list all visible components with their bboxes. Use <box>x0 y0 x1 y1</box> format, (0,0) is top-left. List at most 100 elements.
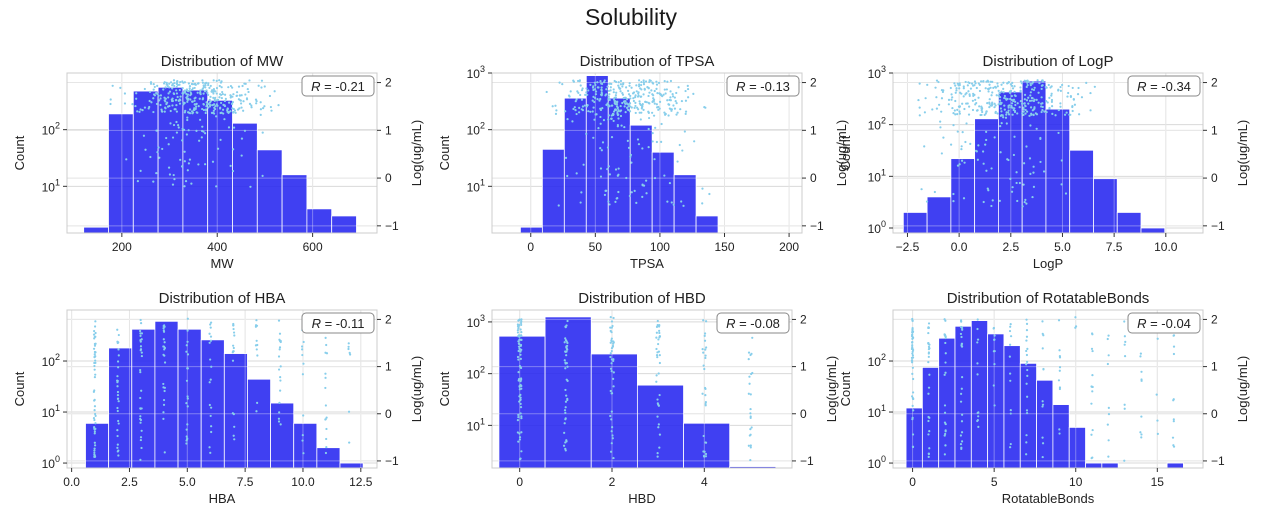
scatter-point <box>141 108 144 112</box>
scatter-point <box>93 398 96 402</box>
scatter-point <box>187 97 190 100</box>
scatter-point <box>210 430 213 434</box>
scatter-point <box>1029 91 1032 94</box>
scatter-point <box>1024 112 1027 115</box>
scatter-point <box>211 160 215 163</box>
scatter-point <box>666 80 669 83</box>
scatter-point <box>1032 88 1036 92</box>
scatter-point <box>655 87 658 90</box>
scatter-point <box>749 458 752 462</box>
scatter-point <box>704 400 707 404</box>
scatter-point <box>185 435 188 438</box>
y-tick-label: 101 <box>868 167 886 184</box>
histogram-bar <box>987 333 1005 469</box>
y2-tick-label: 2 <box>1211 312 1218 326</box>
scatter-point <box>985 169 988 172</box>
histogram-bar <box>177 328 202 469</box>
scatter-point <box>601 106 604 110</box>
scatter-point <box>602 119 606 122</box>
scatter-point <box>163 324 166 327</box>
scatter-point <box>660 122 663 126</box>
scatter-point <box>1106 362 1109 366</box>
scatter-point <box>962 85 965 88</box>
scatter-point <box>599 122 602 125</box>
scatter-point <box>613 79 616 83</box>
scatter-point <box>675 113 678 116</box>
scatter-point <box>93 441 96 444</box>
scatter-point <box>959 400 963 403</box>
scatter-point <box>701 348 704 351</box>
scatter-point <box>231 100 235 104</box>
scatter-point <box>629 155 632 158</box>
scatter-point <box>152 180 155 183</box>
scatter-point <box>605 93 608 96</box>
scatter-point <box>212 103 216 106</box>
scatter-point <box>1026 395 1029 398</box>
scatter-point <box>139 329 142 333</box>
histogram-bar <box>541 148 565 234</box>
scatter-point <box>1090 402 1093 405</box>
scatter-point <box>210 111 214 114</box>
scatter-point <box>238 94 242 97</box>
scatter-point <box>579 201 582 204</box>
y-tick-label: 103 <box>467 64 485 81</box>
scatter-point <box>517 413 520 416</box>
y2-tick-label: 2 <box>385 312 392 326</box>
scatter-point <box>93 376 97 379</box>
scatter-point <box>140 351 143 354</box>
scatter-point <box>565 350 568 353</box>
scatter-point <box>172 123 176 127</box>
scatter-point <box>991 101 994 104</box>
scatter-point <box>911 333 914 336</box>
scatter-point <box>123 92 127 95</box>
scatter-point <box>202 130 205 133</box>
scatter-point <box>1000 101 1003 105</box>
scatter-point <box>1009 325 1012 328</box>
scatter-point <box>634 94 637 97</box>
scatter-point <box>188 85 192 88</box>
scatter-point <box>999 151 1002 154</box>
scatter-point <box>119 86 122 89</box>
scatter-point <box>517 379 520 382</box>
scatter-point <box>143 106 147 109</box>
scatter-point <box>183 160 186 163</box>
histogram-bar <box>1069 149 1094 234</box>
scatter-point <box>520 323 523 327</box>
scatter-point <box>644 100 647 103</box>
scatter-point <box>598 99 601 102</box>
scatter-point <box>995 94 998 97</box>
scatter-point <box>612 316 615 320</box>
scatter-point <box>229 94 232 97</box>
scatter-point <box>967 81 970 84</box>
y2-tick-label: −1 <box>810 219 824 233</box>
scatter-point <box>911 331 914 334</box>
scatter-point <box>951 96 954 99</box>
scatter-point <box>1059 102 1062 105</box>
scatter-point <box>175 120 178 124</box>
scatter-point <box>612 385 615 388</box>
scatter-point <box>961 375 964 379</box>
scatter-point <box>617 117 620 120</box>
scatter-point <box>1007 158 1010 162</box>
scatter-point <box>150 101 153 104</box>
scatter-point <box>657 372 660 375</box>
y2-tick-label: 1 <box>385 360 392 374</box>
scatter-point <box>187 129 190 132</box>
scatter-point <box>209 358 212 361</box>
scatter-point <box>606 102 609 105</box>
scatter-point <box>325 437 328 441</box>
y-tick-label: 101 <box>467 177 485 194</box>
scatter-point <box>279 379 282 382</box>
correlation-label: R = -0.08 <box>726 316 780 331</box>
scatter-point <box>518 365 522 368</box>
scatter-point <box>988 83 991 86</box>
scatter-point <box>209 321 213 324</box>
scatter-point <box>1011 113 1014 116</box>
scatter-point <box>212 88 216 91</box>
scatter-point <box>161 147 164 151</box>
scatter-point <box>520 331 523 334</box>
scatter-point <box>651 132 654 135</box>
scatter-point <box>565 394 568 397</box>
scatter-point <box>640 111 643 114</box>
scatter-point <box>230 102 234 105</box>
